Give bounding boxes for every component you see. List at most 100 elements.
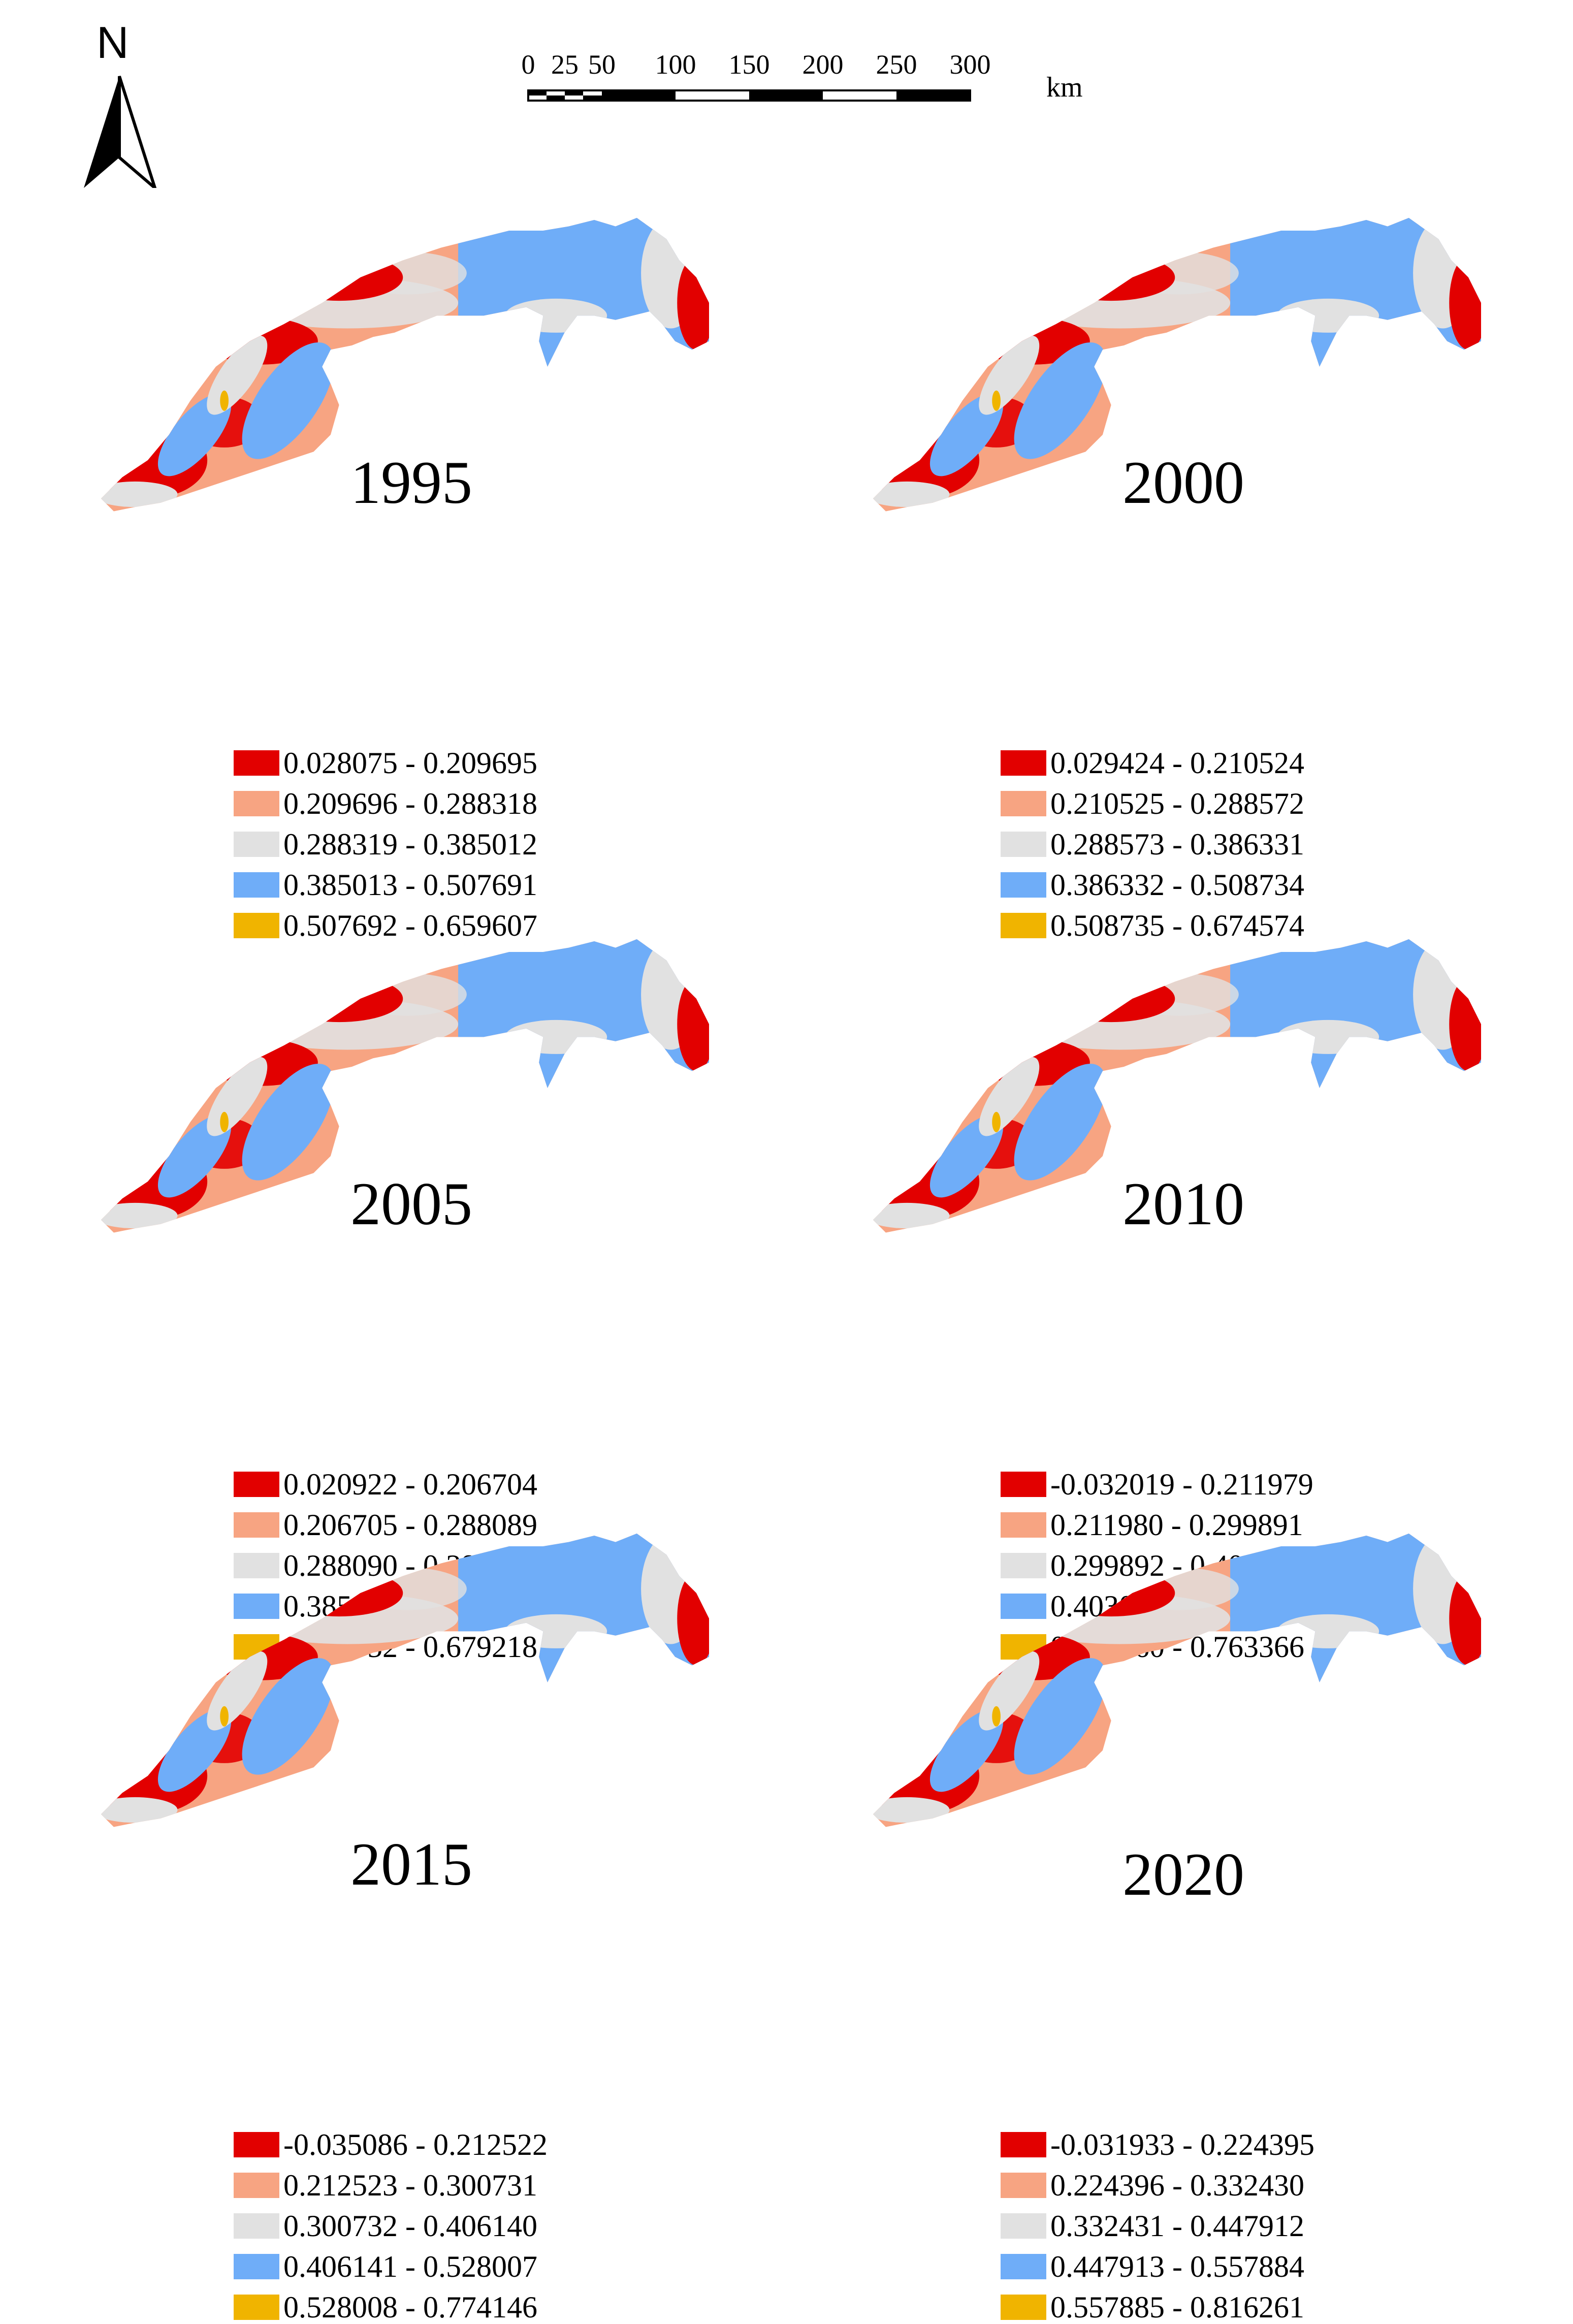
legend-item: -0.035086 - 0.212522 (234, 2128, 548, 2161)
legend-label: 0.332431 - 0.447912 (1050, 2209, 1304, 2243)
north-arrow: N (76, 20, 157, 188)
legend-label: 0.288319 - 0.385012 (283, 827, 537, 861)
legend-item: 0.447913 - 0.557884 (1001, 2250, 1304, 2283)
scale-bar-graphic (527, 89, 971, 102)
legend-label: -0.031933 - 0.224395 (1050, 2128, 1314, 2161)
legend-item: -0.032019 - 0.211979 (1001, 1468, 1313, 1501)
region-map (792, 1478, 1573, 1844)
legend-label: 0.209696 - 0.288318 (283, 787, 537, 820)
legend-label: 0.028075 - 0.209695 (283, 746, 537, 780)
legend-swatch (1001, 1472, 1046, 1497)
legend-swatch (234, 1512, 279, 1538)
scale-tick-label: 50 (588, 49, 616, 80)
legend-label: 0.300732 - 0.406140 (283, 2209, 537, 2243)
legend-swatch (234, 913, 279, 938)
legend-swatch (234, 1553, 279, 1578)
legend-swatch (234, 1594, 279, 1619)
legend-item: 0.508735 - 0.674574 (1001, 909, 1304, 942)
legend-swatch (1001, 791, 1046, 816)
legend-label: 0.212523 - 0.300731 (283, 2169, 537, 2202)
legend-item: 0.288573 - 0.386331 (1001, 828, 1304, 861)
legend-label: 0.447913 - 0.557884 (1050, 2250, 1304, 2283)
legend-swatch (234, 750, 279, 776)
scale-tick-label: 200 (802, 49, 844, 80)
legend-item: 0.206705 - 0.288089 (234, 1509, 537, 1541)
legend-label: 0.211980 - 0.299891 (1050, 1508, 1303, 1542)
legend-swatch (1001, 1553, 1046, 1578)
legend-swatch (1001, 1512, 1046, 1538)
legend-swatch (1001, 2173, 1046, 2198)
legend-item: 0.029424 - 0.210524 (1001, 747, 1304, 779)
north-label: N (97, 17, 129, 68)
legend-label: 0.210525 - 0.288572 (1050, 787, 1304, 820)
scale-tick-label: 250 (876, 49, 917, 80)
legend-item: 0.210525 - 0.288572 (1001, 787, 1304, 820)
legend-swatch (1001, 832, 1046, 857)
legend-item: 0.528008 - 0.774146 (234, 2291, 537, 2323)
legend-item: 0.332431 - 0.447912 (1001, 2210, 1304, 2242)
legend-label: 0.386332 - 0.508734 (1050, 868, 1304, 902)
scale-tick-label: 25 (551, 49, 579, 80)
legend-swatch (234, 2213, 279, 2239)
panel-year-label: 2000 (1122, 449, 1244, 516)
map-panel-2000: 2000 0.029424 - 0.210524 0.210525 - 0.28… (792, 163, 1573, 941)
legend-item: 0.557885 - 0.816261 (1001, 2291, 1304, 2323)
legend-item: 0.020922 - 0.206704 (234, 1468, 537, 1501)
legend-swatch (1001, 1594, 1046, 1619)
legend-item: 0.211980 - 0.299891 (1001, 1509, 1303, 1541)
legend-swatch (234, 2295, 279, 2320)
map-panel-1995: 1995 0.028075 - 0.209695 0.209696 - 0.28… (20, 163, 802, 941)
legend-item: 0.385013 - 0.507691 (234, 869, 537, 901)
legend-label: 0.508735 - 0.674574 (1050, 909, 1304, 942)
legend-item: 0.386332 - 0.508734 (1001, 869, 1304, 901)
panel-year-label: 2020 (1122, 1840, 1244, 1908)
legend-label: 0.288573 - 0.386331 (1050, 827, 1304, 861)
region-map (20, 1478, 802, 1844)
legend-item: 0.288319 - 0.385012 (234, 828, 537, 861)
scale-tick-label: 100 (655, 49, 696, 80)
legend-label: 0.406141 - 0.528007 (283, 2250, 537, 2283)
legend-label: -0.032019 - 0.211979 (1050, 1468, 1313, 1501)
scale-tick-label: 300 (949, 49, 991, 80)
map-panel-2015: 2015 -0.035086 - 0.212522 0.212523 - 0.3… (20, 1478, 802, 2322)
legend-item: 0.224396 - 0.332430 (1001, 2169, 1304, 2202)
legend-label: -0.035086 - 0.212522 (283, 2128, 548, 2161)
legend-swatch (1001, 2254, 1046, 2279)
legend-swatch (234, 872, 279, 898)
legend-label: 0.206705 - 0.288089 (283, 1508, 537, 1542)
legend-item: 0.507692 - 0.659607 (234, 909, 537, 942)
scale-unit: km (1046, 72, 1083, 103)
scale-tick-label: 0 (521, 49, 535, 80)
legend-item: 0.300732 - 0.406140 (234, 2210, 537, 2242)
legend-item: 0.212523 - 0.300731 (234, 2169, 537, 2202)
legend-swatch (234, 832, 279, 857)
scale-tick-label: 150 (728, 49, 770, 80)
legend-label: 0.029424 - 0.210524 (1050, 746, 1304, 780)
legend-swatch (1001, 750, 1046, 776)
legend-item: 0.209696 - 0.288318 (234, 787, 537, 820)
panel-year-label: 2010 (1122, 1170, 1244, 1237)
legend-item: 0.028075 - 0.209695 (234, 747, 537, 779)
scale-bar: 0 25 50 100 150 200 250 300 km (498, 51, 1107, 112)
legend-label: 0.557885 - 0.816261 (1050, 2290, 1304, 2324)
legend-label: 0.528008 - 0.774146 (283, 2290, 537, 2324)
legend-item: -0.031933 - 0.224395 (1001, 2128, 1314, 2161)
legend-label: 0.020922 - 0.206704 (283, 1468, 537, 1501)
legend-swatch (234, 2173, 279, 2198)
map-panel-2020: 2020 -0.031933 - 0.224395 0.224396 - 0.3… (792, 1478, 1573, 2322)
legend-item: 0.406141 - 0.528007 (234, 2250, 537, 2283)
legend-swatch (234, 2132, 279, 2157)
legend-swatch (1001, 913, 1046, 938)
legend-swatch (234, 1472, 279, 1497)
legend-swatch (1001, 2213, 1046, 2239)
legend-swatch (1001, 2295, 1046, 2320)
legend-swatch (1001, 872, 1046, 898)
panel-year-label: 2005 (350, 1170, 472, 1237)
legend-swatch (234, 2254, 279, 2279)
panel-year-label: 1995 (350, 449, 472, 516)
legend-swatch (234, 791, 279, 816)
panel-year-label: 2015 (350, 1830, 472, 1898)
legend-swatch (1001, 2132, 1046, 2157)
legend-label: 0.385013 - 0.507691 (283, 868, 537, 902)
north-arrow-icon (84, 76, 157, 188)
